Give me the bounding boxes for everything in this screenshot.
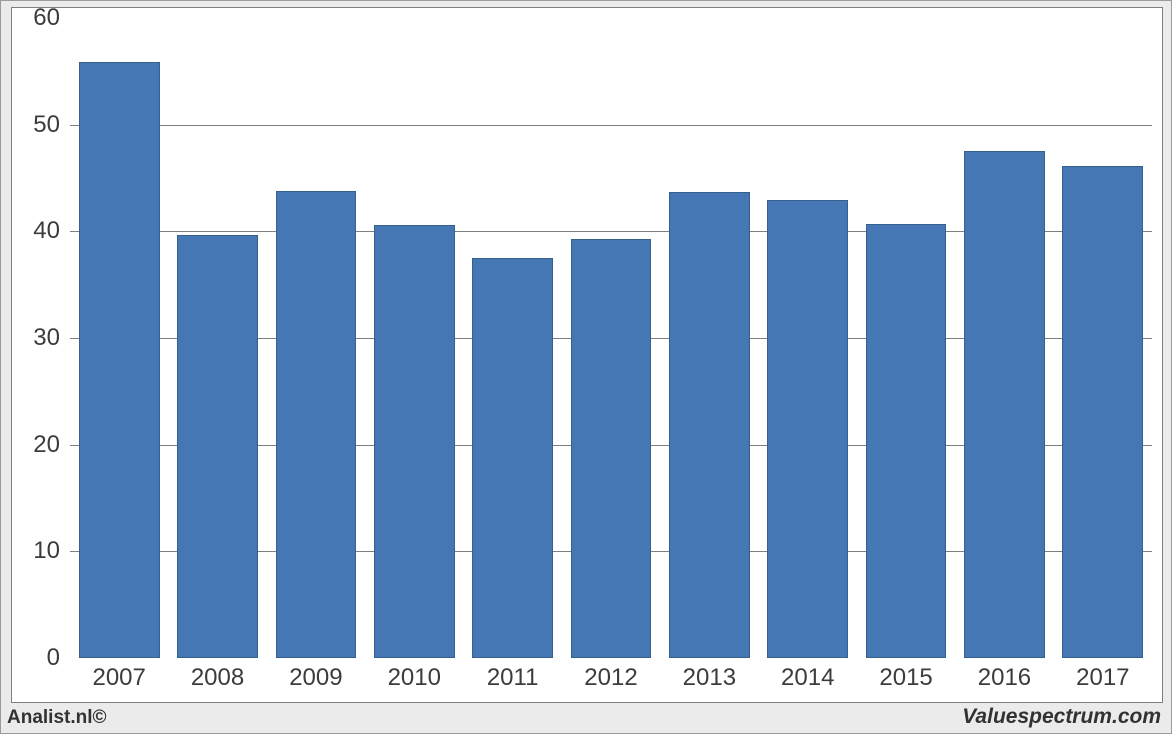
x-tick-label: 2012	[584, 658, 637, 692]
x-tick-label: 2016	[978, 658, 1031, 692]
x-tick-label: 2017	[1076, 658, 1129, 692]
y-tick-label: 60	[33, 4, 70, 32]
footer-right: Valuespectrum.com	[962, 705, 1161, 729]
bars-layer	[70, 18, 1152, 658]
plot-frame: 0 10 20 30 40 50 60 2007 2008 2009 2010 2011 2012 20…	[11, 7, 1163, 703]
x-tick-label: 2008	[191, 658, 244, 692]
bar	[964, 151, 1045, 658]
x-tick-label: 2011	[487, 658, 539, 692]
chart-container: 0 10 20 30 40 50 60 2007 2008 2009 2010 2011 2012 20…	[0, 0, 1172, 734]
bar	[1062, 166, 1143, 658]
bar	[571, 239, 652, 658]
x-tick-label: 2010	[388, 658, 441, 692]
bar	[472, 258, 553, 658]
x-tick-label: 2013	[683, 658, 736, 692]
x-tick-label: 2014	[781, 658, 834, 692]
bar	[177, 235, 258, 658]
y-tick-label: 10	[33, 537, 70, 565]
bar	[79, 62, 160, 658]
bar	[276, 191, 357, 658]
footer-left: Analist.nl©	[7, 707, 107, 729]
y-tick-label: 30	[33, 324, 70, 352]
x-tick-label: 2007	[92, 658, 145, 692]
y-tick-label: 40	[33, 217, 70, 245]
y-tick-label: 50	[33, 111, 70, 139]
bar	[866, 224, 947, 658]
y-tick-label: 0	[47, 644, 70, 672]
x-tick-label: 2015	[879, 658, 932, 692]
bar	[767, 200, 848, 658]
plot-area: 0102030405060 20072008200920102011201220…	[70, 18, 1152, 658]
bar	[669, 192, 750, 658]
bar	[374, 225, 455, 658]
x-tick-label: 2009	[289, 658, 342, 692]
y-tick-label: 20	[33, 431, 70, 459]
